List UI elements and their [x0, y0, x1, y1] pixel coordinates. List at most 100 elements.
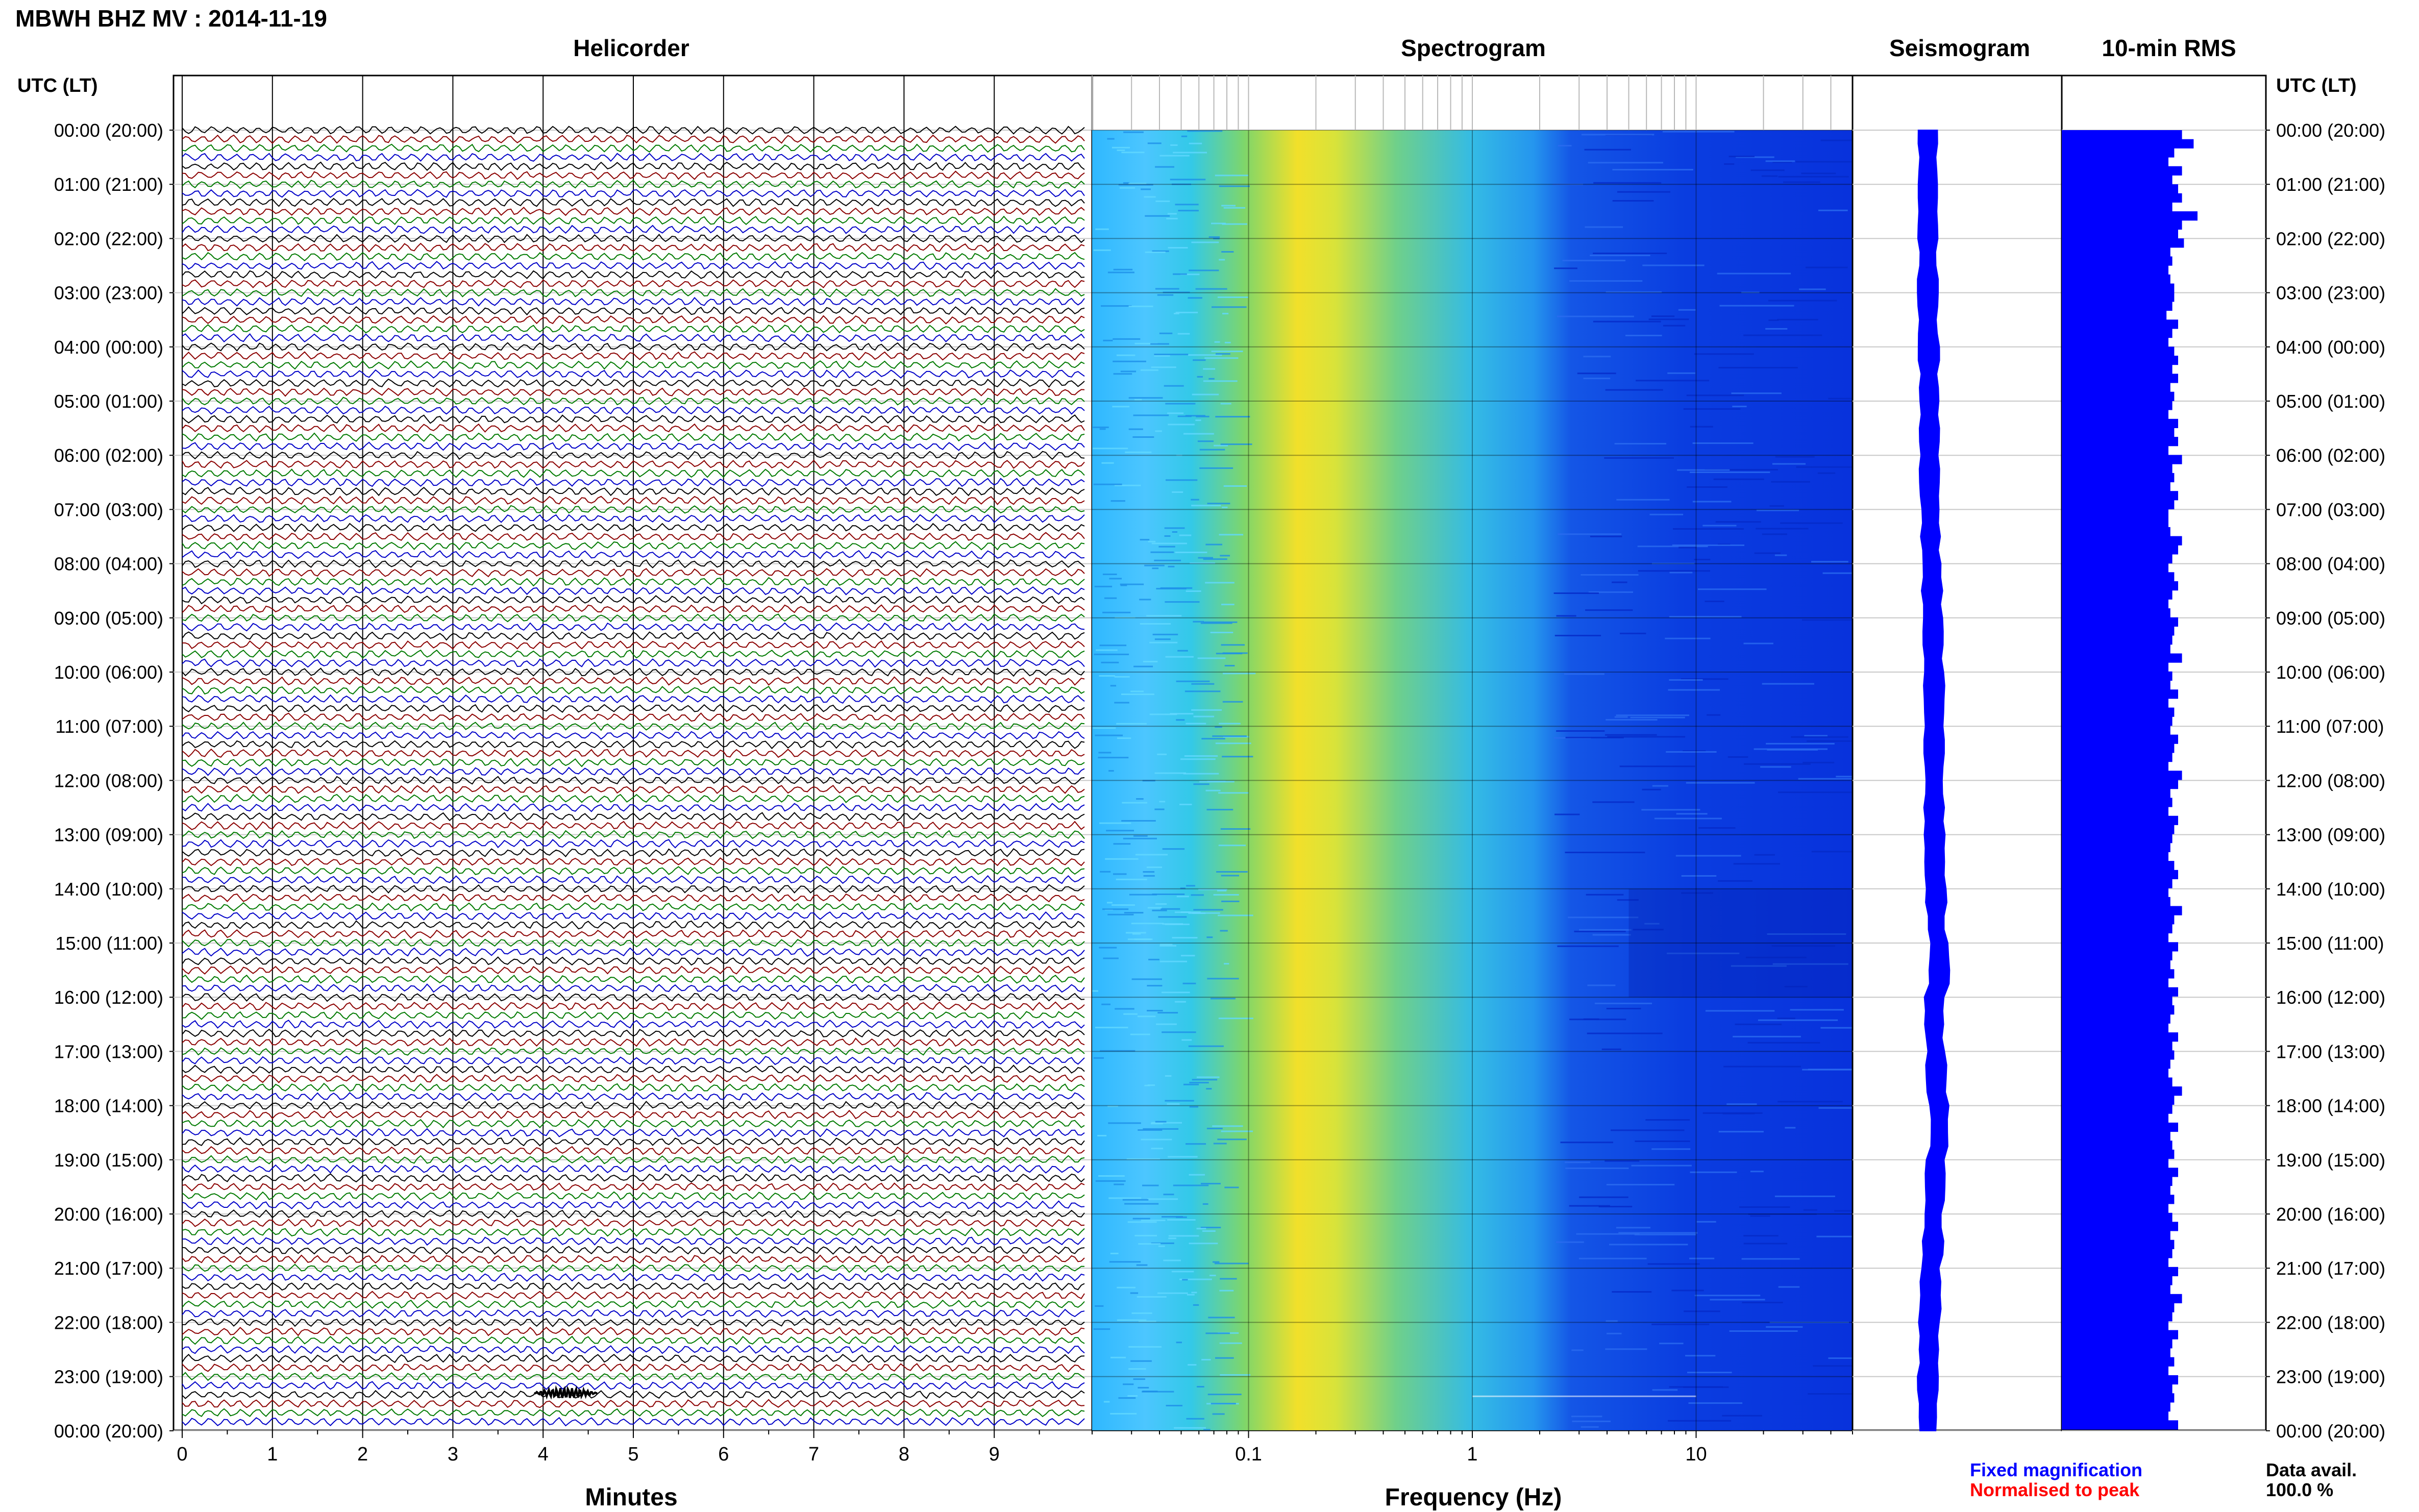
spectrogram-streak — [1154, 354, 1189, 356]
rms-bar — [2062, 220, 2182, 230]
spectrogram-streak — [1791, 736, 1848, 738]
spectrogram-streak — [1143, 875, 1155, 877]
helicorder-trace — [182, 1011, 1085, 1020]
spectrogram-streak — [1203, 621, 1238, 623]
spectrogram-streak — [1197, 1386, 1204, 1387]
spectrogram-streak — [1607, 1332, 1622, 1334]
rms-bar — [2062, 1168, 2178, 1177]
rms-bar — [2062, 1041, 2173, 1051]
rms-bar — [2062, 346, 2175, 356]
spectrogram-streak — [1191, 709, 1222, 711]
spectrogram-streak — [1127, 938, 1153, 940]
spectrogram-streak — [1199, 467, 1233, 469]
rms-bar — [2062, 383, 2170, 392]
spectrogram-streak — [1783, 181, 1820, 183]
spectrogram-streak — [1202, 1203, 1208, 1205]
spectrogram-streak — [1095, 734, 1123, 736]
rms-bar — [2062, 1240, 2175, 1249]
rms-bar — [2062, 274, 2170, 284]
spectrogram-streak — [1683, 408, 1741, 410]
spectrogram-streak — [1552, 183, 1584, 185]
rms-bar — [2062, 1375, 2178, 1385]
rms-bar — [2062, 960, 2170, 970]
rms-bar — [2062, 879, 2173, 888]
spectrogram-streak — [1162, 923, 1183, 925]
time-label-right: 16:00 (12:00) — [2276, 987, 2385, 1008]
spectrogram-streak — [1694, 353, 1754, 355]
spectrogram-streak — [1147, 1010, 1163, 1011]
spectrogram-streak — [1598, 1206, 1633, 1207]
rms-bar — [2062, 418, 2178, 428]
rms-bar — [2062, 1158, 2168, 1168]
spectrogram-streak — [1743, 1235, 1779, 1237]
spectrogram-streak — [1219, 534, 1244, 536]
spectrogram-streak — [1556, 730, 1605, 732]
spectrogram-streak — [1142, 1184, 1159, 1186]
spectrogram-streak — [1115, 616, 1136, 618]
helicorder-event — [534, 1385, 598, 1400]
spectrogram-streak — [1174, 1001, 1186, 1003]
rms-title: 10-min RMS — [2102, 35, 2236, 61]
spectrogram-streak — [1109, 1261, 1141, 1263]
spectrogram-streak — [1584, 148, 1631, 151]
spectrogram-streak — [1777, 1018, 1795, 1020]
spectrogram-streak — [1116, 354, 1136, 356]
spectrogram-streak — [1129, 894, 1157, 896]
spectrogram-streak — [1103, 1401, 1110, 1403]
time-label-left: 08:00 (04:00) — [54, 554, 163, 575]
helicorder-trace — [182, 685, 1085, 695]
spectrogram-streak — [1611, 1129, 1685, 1131]
spectrogram-streak — [1659, 1343, 1684, 1345]
spectrogram-streak — [1108, 1197, 1142, 1199]
rms-bar — [2062, 455, 2182, 464]
rms-bar — [2062, 1276, 2173, 1285]
x-tick-label: 4 — [538, 1444, 549, 1465]
spectrogram-streak — [1132, 933, 1141, 935]
helicorder-trace — [182, 161, 1085, 171]
spectrogram-streak — [1123, 1013, 1138, 1015]
spectrogram-streak — [1690, 1171, 1737, 1173]
spectrogram-streak — [1113, 338, 1141, 340]
time-label-left: 13:00 (09:00) — [54, 825, 163, 846]
spectrogram-streak — [1175, 204, 1199, 206]
spectrogram-streak — [1151, 542, 1187, 544]
rms-bar — [2062, 951, 2173, 961]
spectrogram-streak — [1806, 266, 1848, 268]
spectrogram-streak — [1152, 633, 1178, 635]
spectrogram-streak — [1619, 765, 1695, 767]
rms-bar — [2062, 689, 2178, 699]
spectrogram-streak — [1203, 380, 1238, 382]
spectrogram-streak — [1116, 723, 1147, 725]
rms-bar — [2062, 1032, 2178, 1042]
spectrogram-streak — [1562, 260, 1625, 262]
helicorder-trace — [182, 1173, 1085, 1183]
helicorder-trace — [182, 423, 1085, 433]
spectrogram-streak — [1207, 978, 1239, 980]
spectrogram-streak — [1170, 713, 1194, 715]
helicorder-x-ticks: 0 1 2 3 4 5 6 7 8 9 — [177, 1430, 1040, 1465]
spectrogram-streak — [1723, 1065, 1801, 1068]
spectrogram-streak — [1224, 341, 1231, 343]
rms-bar — [2062, 1366, 2168, 1376]
spectrogram-streak — [1651, 315, 1675, 317]
helicorder-trace — [182, 1047, 1085, 1056]
spectrogram-streak — [1743, 1243, 1788, 1245]
spectrogram-streak — [1196, 1076, 1220, 1078]
spectrogram-streak — [1110, 685, 1116, 687]
rms-bar — [2062, 229, 2178, 239]
spectrogram-streak — [1717, 272, 1791, 275]
spectrogram-streak — [1148, 958, 1159, 960]
spectrogram-streak — [1168, 424, 1195, 426]
spectrogram-streak — [1167, 1219, 1196, 1221]
spectrogram-streak — [1593, 253, 1667, 254]
spectrogram-streak — [1771, 945, 1835, 947]
spectrogram-streak — [1183, 1083, 1199, 1085]
helicorder-trace — [182, 126, 1085, 135]
spectrogram-streak — [1802, 1069, 1881, 1071]
spectrogram-streak — [1587, 984, 1616, 986]
rms-bar — [2062, 1204, 2168, 1213]
helicorder-trace — [182, 532, 1085, 541]
spectrogram-streak — [1147, 1084, 1155, 1086]
helicorder-trace — [182, 721, 1085, 731]
spectrogram-streak — [1170, 144, 1178, 146]
